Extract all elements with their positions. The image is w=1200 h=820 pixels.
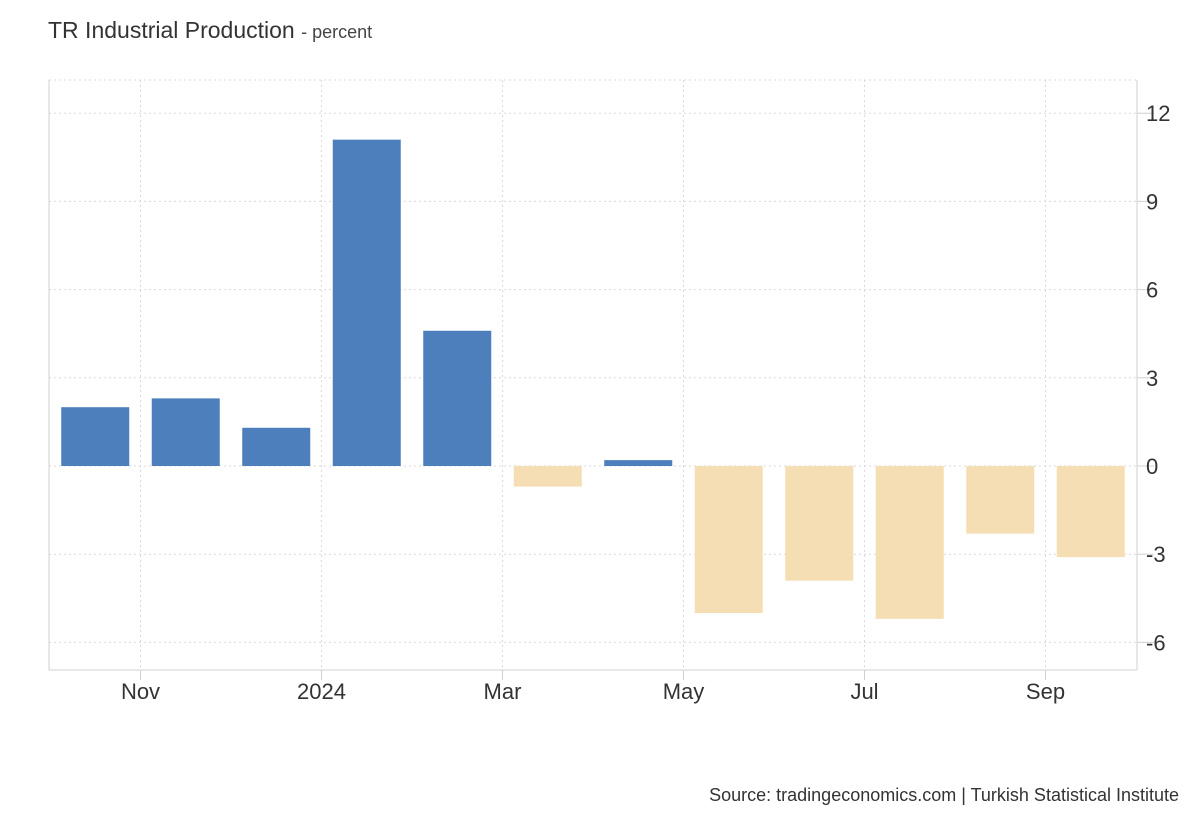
chart-unit: - percent xyxy=(301,22,373,42)
y-tick-label: 6 xyxy=(1146,278,1158,303)
bar-jul-2024[interactable] xyxy=(875,466,944,619)
y-tick-label: -6 xyxy=(1146,630,1166,655)
y-tick-label: 3 xyxy=(1146,366,1158,391)
y-tick-label: 9 xyxy=(1146,189,1158,214)
bar-sep-2024[interactable] xyxy=(1056,466,1125,558)
y-tick-label: 12 xyxy=(1146,101,1170,126)
bar-nov-2023[interactable] xyxy=(151,398,220,466)
x-tick-label: Jul xyxy=(850,679,878,704)
y-tick-label: -3 xyxy=(1146,542,1166,567)
x-tick-label: May xyxy=(663,679,705,704)
bar-apr-2024[interactable] xyxy=(604,460,673,466)
bar-dec-2023[interactable] xyxy=(242,427,311,466)
x-tick-label: Mar xyxy=(484,679,522,704)
bar-layer xyxy=(61,139,1125,619)
y-tick-label: 0 xyxy=(1146,454,1158,479)
grid-layer xyxy=(49,79,1137,670)
bar-chart: 12 9 6 3 0 -3 -6 Nov 2024 Mar May Jul Sep xyxy=(48,79,1171,704)
bar-jan-2024[interactable] xyxy=(332,139,401,466)
label-layer: 12 9 6 3 0 -3 -6 Nov 2024 Mar May Jul Sep xyxy=(121,101,1171,704)
x-tick-label: Nov xyxy=(121,679,160,704)
axis-layer xyxy=(48,80,1154,680)
bar-aug-2024[interactable] xyxy=(966,466,1035,534)
x-tick-label: 2024 xyxy=(297,679,346,704)
x-tick-label: Sep xyxy=(1026,679,1065,704)
bar-mar-2024[interactable] xyxy=(513,466,582,487)
chart-title-text: TR Industrial Production xyxy=(48,17,295,43)
chart-title: TR Industrial Production - percent xyxy=(48,17,372,44)
bar-jun-2024[interactable] xyxy=(785,466,854,581)
source-credit: Source: tradingeconomics.com | Turkish S… xyxy=(709,785,1179,805)
bar-feb-2024[interactable] xyxy=(423,330,492,466)
bar-oct-2023[interactable] xyxy=(61,407,130,466)
bar-may-2024[interactable] xyxy=(694,466,763,613)
